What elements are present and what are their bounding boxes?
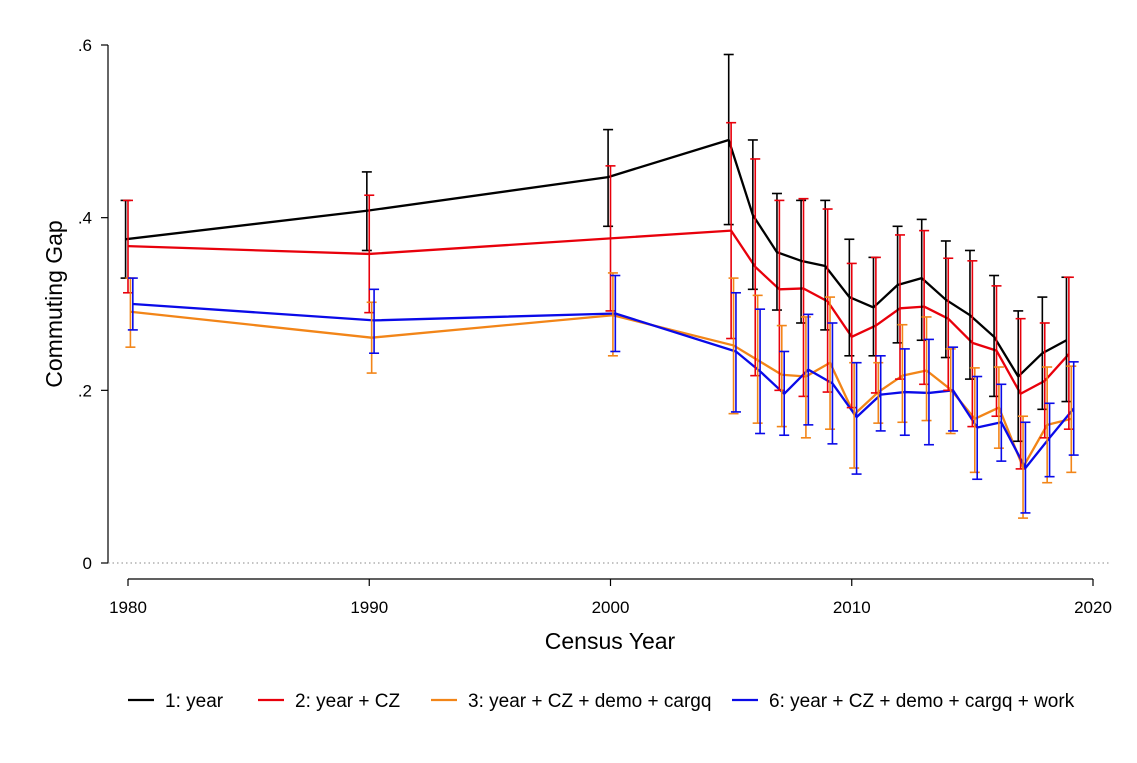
legend-label-1: 1: year <box>165 691 224 712</box>
error-bar-3 <box>945 348 956 435</box>
series-line-4 <box>132 302 1075 470</box>
error-bar-1 <box>892 225 903 344</box>
error-bar-1 <box>361 171 372 252</box>
y-tick-label: .4 <box>78 209 92 228</box>
error-bar-2 <box>726 121 737 340</box>
error-bar-3 <box>728 277 739 415</box>
x-tick-label: 2010 <box>833 598 871 617</box>
error-bar-4 <box>1068 361 1079 456</box>
error-bar-4 <box>369 288 380 355</box>
error-bar-2 <box>364 194 375 314</box>
x-tick-label: 2000 <box>592 598 630 617</box>
error-bar-4 <box>875 354 886 432</box>
error-bars <box>120 53 1079 519</box>
error-bar-1 <box>989 274 1000 398</box>
error-bar-2 <box>798 197 809 398</box>
error-bar-1 <box>747 139 758 291</box>
error-bar-1 <box>1037 296 1048 411</box>
error-bar-3 <box>800 316 811 439</box>
legend-label-3: 3: year + CZ + demo + cargq <box>468 691 711 712</box>
error-bar-2 <box>991 285 1002 418</box>
error-bar-4 <box>923 338 934 446</box>
error-bar-4 <box>972 375 983 481</box>
error-bar-2 <box>1063 276 1074 430</box>
error-bar-3 <box>921 316 932 422</box>
error-bar-1 <box>964 249 975 380</box>
legend-label-2: 2: year + CZ <box>295 691 400 712</box>
error-bar-3 <box>993 366 1004 449</box>
error-bar-4 <box>827 322 838 445</box>
error-bar-2 <box>870 256 881 394</box>
series-line-3 <box>130 310 1072 469</box>
ticks: 1980 1990 2000 2010 2020 0 .2 .4 .6 <box>78 36 1112 617</box>
y-tick-label: 0 <box>83 554 92 573</box>
error-bar-3 <box>1042 366 1053 484</box>
series-line-2 <box>127 229 1070 395</box>
error-bar-3 <box>1018 415 1029 519</box>
x-tick-label: 1990 <box>350 598 388 617</box>
error-bar-2 <box>846 262 857 409</box>
error-bar-2 <box>967 260 978 428</box>
x-tick-label: 1980 <box>109 598 147 617</box>
error-bar-3 <box>969 367 980 474</box>
error-bar-4 <box>803 313 814 426</box>
error-bar-2 <box>822 208 833 393</box>
y-axis-title: Commuting Gap <box>41 220 67 387</box>
error-bar-1 <box>796 199 807 324</box>
error-bar-1 <box>844 238 855 357</box>
x-tick-label: 2020 <box>1074 598 1112 617</box>
error-bar-1 <box>820 199 831 331</box>
error-bar-1 <box>723 53 734 226</box>
legend: 1: year 2: year + CZ 3: year + CZ + demo +… <box>128 691 1075 712</box>
error-bar-1 <box>1061 276 1072 403</box>
error-bar-1 <box>940 240 951 359</box>
error-bar-2 <box>605 165 616 312</box>
y-tick-label: .6 <box>78 36 92 55</box>
error-bar-2 <box>943 257 954 392</box>
error-bar-3 <box>607 272 618 357</box>
error-bar-2 <box>1039 322 1050 439</box>
error-bar-1 <box>1013 310 1024 443</box>
error-bar-2 <box>1015 317 1026 470</box>
error-bar-3 <box>897 323 908 424</box>
error-bar-4 <box>127 277 138 331</box>
error-bar-3 <box>825 296 836 430</box>
error-bar-4 <box>996 383 1007 462</box>
error-bar-4 <box>948 346 959 432</box>
error-bar-4 <box>1020 421 1031 514</box>
x-axis-title: Census Year <box>545 628 676 654</box>
error-bar-4 <box>779 350 790 437</box>
error-bar-4 <box>755 308 766 435</box>
error-bar-2 <box>895 234 905 380</box>
error-bar-1 <box>916 218 927 342</box>
error-bar-4 <box>610 274 621 353</box>
y-tick-label: .2 <box>78 381 92 400</box>
legend-label-4: 6: year + CZ + demo + cargq + work <box>769 691 1075 712</box>
series-lines <box>125 138 1075 470</box>
error-bar-2 <box>750 158 761 377</box>
series-line-1 <box>125 138 1068 378</box>
error-bar-3 <box>752 294 763 424</box>
error-bar-4 <box>1044 402 1055 478</box>
error-bar-4 <box>851 361 862 475</box>
error-bar-3 <box>366 301 377 374</box>
error-bar-3 <box>873 361 884 424</box>
error-bar-1 <box>771 192 782 311</box>
error-bar-3 <box>776 324 787 428</box>
error-bar-4 <box>730 291 741 413</box>
error-bar-2 <box>919 229 930 386</box>
error-bar-1 <box>603 128 614 228</box>
error-bar-4 <box>899 348 910 437</box>
error-bar-2 <box>774 199 785 392</box>
